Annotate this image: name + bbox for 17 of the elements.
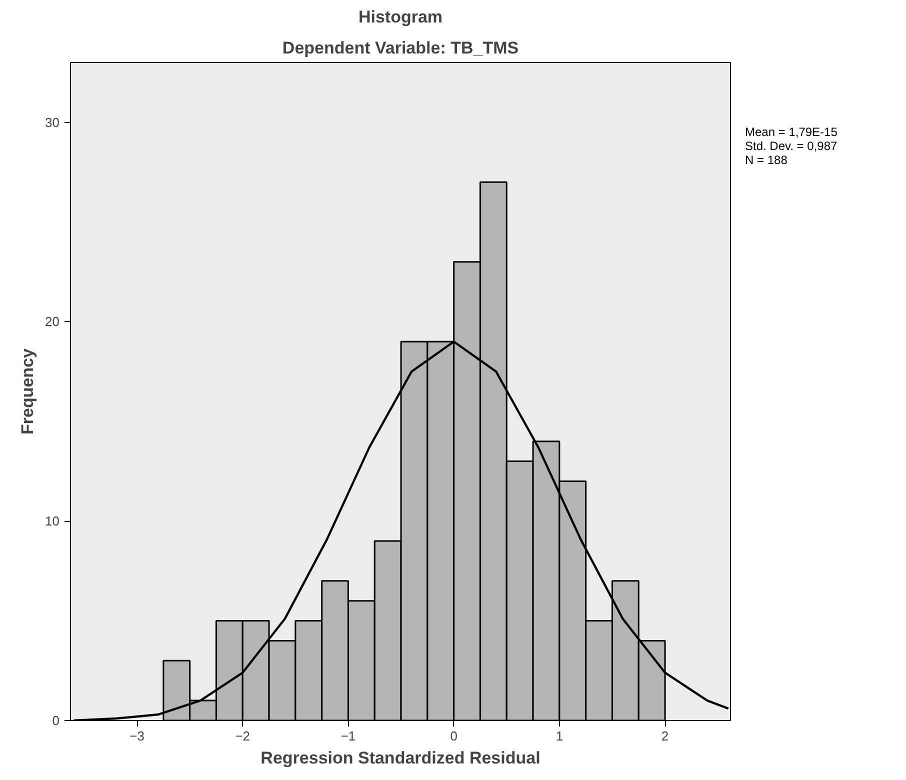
x-tick-label: 0 <box>450 728 458 744</box>
y-tick-label: 0 <box>52 713 60 728</box>
text: Mean = 1,79E-15 <box>745 125 838 139</box>
x-tick-label: −2 <box>235 728 250 744</box>
chart-subtitle: Dependent Variable: TB_TMS <box>282 38 519 58</box>
text: N = 188 <box>745 153 788 167</box>
x-tick-label: 1 <box>556 728 564 744</box>
x-tick-label: −1 <box>340 728 356 744</box>
x-axis-title: Regression Standardized Residual <box>260 748 540 768</box>
y-tick-label: 20 <box>45 314 60 330</box>
y-axis-title: Frequency <box>18 348 38 434</box>
x-tick-label: 2 <box>661 728 669 744</box>
text: Std. Dev. = 0,987 <box>745 139 838 153</box>
y-tick-label: 30 <box>45 114 60 130</box>
y-tick-label: 10 <box>45 514 60 529</box>
chart-title: Histogram <box>358 8 443 26</box>
x-tick-label: −3 <box>130 728 144 744</box>
